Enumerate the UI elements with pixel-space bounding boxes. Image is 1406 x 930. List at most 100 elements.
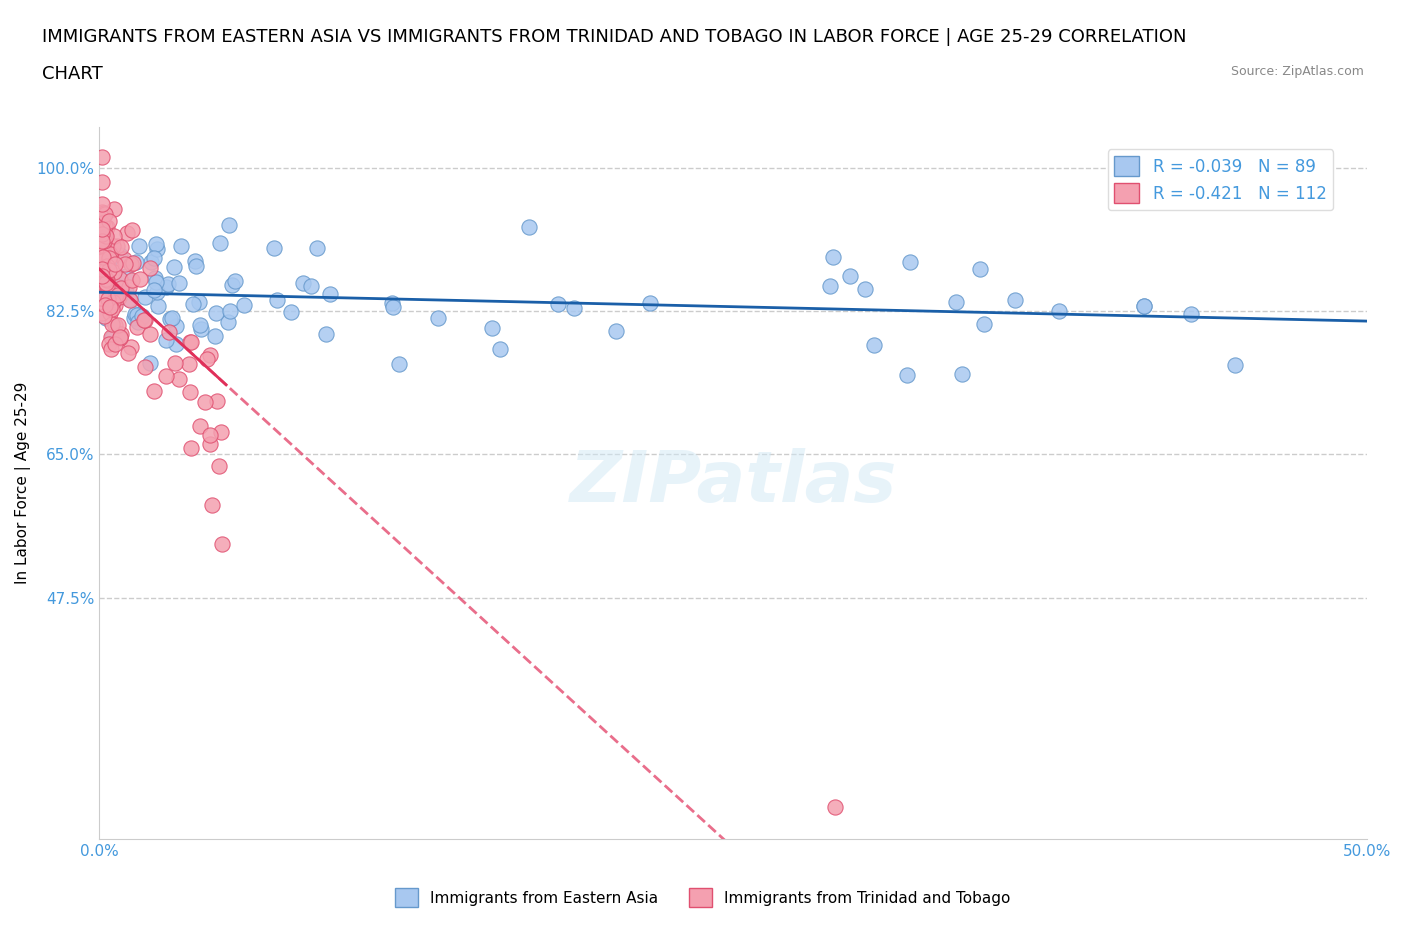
Immigrants from Trinidad and Tobago (121, 272, 143, 287)
Text: CHART: CHART (42, 65, 103, 83)
Immigrants from Eastern Asia (973, 316, 995, 331)
Immigrants from Trinidad and Tobago (103, 265, 125, 280)
Immigrants from Eastern Asia (131, 309, 153, 324)
Immigrants from Trinidad and Tobago (103, 229, 125, 244)
Immigrants from Trinidad and Tobago (194, 394, 217, 409)
Immigrants from Trinidad and Tobago (97, 291, 120, 306)
Immigrants from Trinidad and Tobago (91, 233, 114, 248)
Immigrants from Eastern Asia (143, 271, 166, 286)
Immigrants from Eastern Asia (209, 235, 232, 250)
Immigrants from Eastern Asia (108, 247, 131, 262)
Immigrants from Eastern Asia (159, 312, 181, 326)
Immigrants from Eastern Asia (221, 277, 243, 292)
Immigrants from Trinidad and Tobago (96, 276, 118, 291)
Immigrants from Eastern Asia (127, 314, 149, 329)
Immigrants from Trinidad and Tobago (91, 197, 114, 212)
Immigrants from Eastern Asia (319, 287, 342, 302)
Immigrants from Trinidad and Tobago (110, 326, 132, 341)
Immigrants from Trinidad and Tobago (101, 317, 124, 332)
Immigrants from Trinidad and Tobago (110, 240, 132, 255)
Immigrants from Eastern Asia (165, 337, 187, 352)
Immigrants from Trinidad and Tobago (155, 368, 177, 383)
Immigrants from Eastern Asia (139, 255, 162, 270)
Immigrants from Trinidad and Tobago (94, 228, 117, 243)
Immigrants from Eastern Asia (1180, 307, 1202, 322)
Immigrants from Trinidad and Tobago (104, 298, 127, 312)
Immigrants from Trinidad and Tobago (101, 302, 124, 317)
Immigrants from Trinidad and Tobago (108, 330, 131, 345)
Immigrants from Trinidad and Tobago (108, 329, 131, 344)
Immigrants from Trinidad and Tobago (104, 317, 127, 332)
Immigrants from Trinidad and Tobago (91, 224, 114, 239)
Immigrants from Trinidad and Tobago (139, 261, 162, 276)
Immigrants from Trinidad and Tobago (91, 150, 114, 165)
Immigrants from Trinidad and Tobago (93, 228, 115, 243)
Immigrants from Trinidad and Tobago (120, 256, 142, 271)
Immigrants from Trinidad and Tobago (157, 325, 180, 339)
Immigrants from Eastern Asia (157, 277, 180, 292)
Immigrants from Trinidad and Tobago (139, 326, 162, 341)
Immigrants from Trinidad and Tobago (188, 418, 211, 433)
Immigrants from Trinidad and Tobago (93, 239, 115, 254)
Immigrants from Eastern Asia (146, 299, 169, 313)
Immigrants from Eastern Asia (155, 332, 177, 347)
Immigrants from Eastern Asia (969, 262, 991, 277)
Immigrants from Eastern Asia (1132, 299, 1154, 313)
Immigrants from Trinidad and Tobago (209, 425, 232, 440)
Immigrants from Trinidad and Tobago (127, 320, 149, 335)
Immigrants from Trinidad and Tobago (112, 252, 135, 267)
Immigrants from Trinidad and Tobago (207, 458, 229, 473)
Immigrants from Trinidad and Tobago (91, 222, 114, 237)
Immigrants from Trinidad and Tobago (91, 175, 114, 190)
Immigrants from Trinidad and Tobago (101, 246, 124, 260)
Immigrants from Trinidad and Tobago (201, 498, 224, 512)
Immigrants from Trinidad and Tobago (121, 256, 143, 271)
Immigrants from Trinidad and Tobago (108, 289, 131, 304)
Immigrants from Trinidad and Tobago (195, 352, 218, 366)
Immigrants from Eastern Asia (190, 321, 212, 336)
Immigrants from Trinidad and Tobago (211, 537, 233, 551)
Immigrants from Eastern Asia (169, 276, 191, 291)
Immigrants from Eastern Asia (547, 297, 569, 312)
Immigrants from Trinidad and Tobago (129, 272, 152, 286)
Immigrants from Trinidad and Tobago (96, 278, 118, 293)
Immigrants from Eastern Asia (1133, 299, 1156, 313)
Immigrants from Eastern Asia (305, 240, 328, 255)
Immigrants from Trinidad and Tobago (142, 383, 165, 398)
Immigrants from Eastern Asia (170, 239, 193, 254)
Immigrants from Trinidad and Tobago (98, 248, 121, 263)
Immigrants from Trinidad and Tobago (96, 220, 118, 235)
Immigrants from Trinidad and Tobago (117, 345, 139, 360)
Immigrants from Trinidad and Tobago (91, 237, 114, 252)
Immigrants from Trinidad and Tobago (107, 318, 129, 333)
Immigrants from Trinidad and Tobago (91, 217, 114, 232)
Immigrants from Trinidad and Tobago (163, 355, 186, 370)
Immigrants from Trinidad and Tobago (91, 243, 114, 258)
Immigrants from Trinidad and Tobago (96, 272, 118, 287)
Immigrants from Trinidad and Tobago (121, 223, 143, 238)
Immigrants from Eastern Asia (146, 285, 169, 299)
Immigrants from Eastern Asia (108, 279, 131, 294)
Immigrants from Trinidad and Tobago (93, 206, 115, 220)
Immigrants from Eastern Asia (127, 308, 149, 323)
Text: ZIPatlas: ZIPatlas (569, 448, 897, 517)
Immigrants from Eastern Asia (184, 254, 207, 269)
Y-axis label: In Labor Force | Age 25-29: In Labor Force | Age 25-29 (15, 382, 31, 584)
Immigrants from Trinidad and Tobago (97, 262, 120, 277)
Immigrants from Trinidad and Tobago (104, 337, 127, 352)
Immigrants from Trinidad and Tobago (101, 295, 124, 310)
Immigrants from Trinidad and Tobago (104, 257, 127, 272)
Immigrants from Trinidad and Tobago (94, 278, 117, 293)
Immigrants from Eastern Asia (114, 285, 136, 299)
Immigrants from Eastern Asia (184, 259, 207, 273)
Immigrants from Eastern Asia (134, 290, 156, 305)
Immigrants from Eastern Asia (160, 311, 183, 325)
Immigrants from Eastern Asia (224, 273, 246, 288)
Text: Source: ZipAtlas.com: Source: ZipAtlas.com (1230, 65, 1364, 78)
Immigrants from Trinidad and Tobago (91, 246, 114, 260)
Immigrants from Eastern Asia (117, 291, 139, 306)
Immigrants from Trinidad and Tobago (198, 347, 221, 362)
Immigrants from Eastern Asia (853, 282, 876, 297)
Immigrants from Trinidad and Tobago (180, 441, 202, 456)
Immigrants from Eastern Asia (517, 219, 540, 234)
